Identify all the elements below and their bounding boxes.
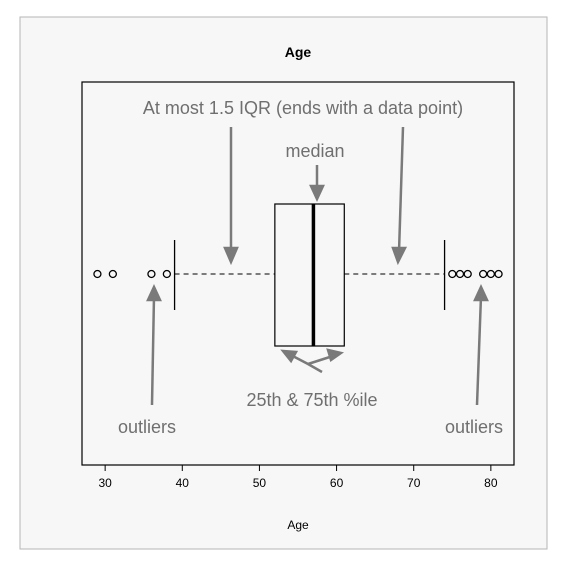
arrow-outliers-left-head <box>146 284 162 302</box>
arrow-right-whisker-head <box>391 246 408 266</box>
arrow-left-whisker-head <box>223 246 239 266</box>
arrow-outliers-right <box>475 295 483 406</box>
arrow-outliers-right-head <box>473 284 489 302</box>
whisker-annotation: At most 1.5 IQR (ends with a data point) <box>143 98 463 118</box>
outlier-point <box>147 269 156 279</box>
outlier-point <box>162 269 172 279</box>
outlier-point <box>93 269 102 279</box>
median-annotation: median <box>285 141 344 161</box>
x-axis-label: Age <box>287 518 309 532</box>
outlier-point <box>478 269 488 279</box>
arrow-q3-head <box>326 348 345 363</box>
x-tick-label: 60 <box>330 476 344 490</box>
outliers-right-annotation: outliers <box>445 417 503 437</box>
iqr-box <box>274 203 345 347</box>
outlier-point <box>448 269 457 279</box>
arrow-q1-head <box>280 349 299 364</box>
outlier-point <box>108 269 118 279</box>
outlier-point <box>463 269 472 279</box>
x-tick-label: 50 <box>253 476 267 490</box>
outlier-point <box>494 269 503 279</box>
arrow-outliers-left <box>150 295 156 406</box>
x-tick-label: 30 <box>98 476 112 490</box>
box-plot <box>93 203 503 347</box>
arrow-right-whisker <box>397 126 405 253</box>
arrow-median-head <box>309 184 325 202</box>
annotations: At most 1.5 IQR (ends with a data point)… <box>118 98 503 437</box>
x-tick-label: 70 <box>407 476 421 490</box>
x-tick-label: 40 <box>176 476 190 490</box>
chart-title: Age <box>285 44 312 60</box>
x-tick-label: 80 <box>484 476 498 490</box>
quartile-annotation: 25th & 75th %ile <box>246 390 377 410</box>
outlier-point <box>486 269 496 279</box>
outliers-left-annotation: outliers <box>118 417 176 437</box>
x-axis: 30 40 50 60 70 80 <box>98 465 498 490</box>
outlier-point <box>455 269 465 279</box>
